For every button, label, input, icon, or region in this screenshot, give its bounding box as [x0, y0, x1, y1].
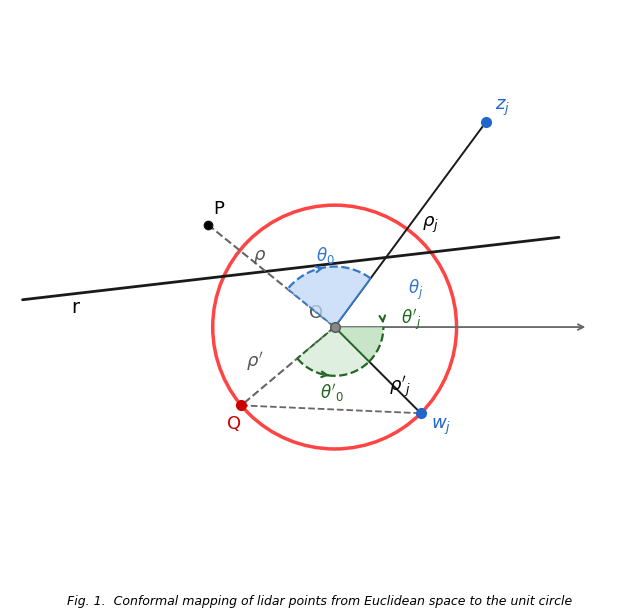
Text: $\rho_j$: $\rho_j$	[422, 214, 439, 235]
Text: P: P	[214, 200, 225, 218]
Text: $w_j$: $w_j$	[431, 417, 451, 437]
Wedge shape	[287, 266, 371, 327]
Text: r: r	[71, 298, 79, 317]
Text: O: O	[309, 304, 323, 322]
Wedge shape	[297, 327, 369, 376]
Text: $\theta_j$: $\theta_j$	[408, 278, 423, 302]
Text: $\rho$: $\rho$	[253, 248, 266, 266]
Text: $\rho'_j$: $\rho'_j$	[389, 375, 412, 400]
Text: Fig. 1.  Conformal mapping of lidar points from Euclidean space to the unit circ: Fig. 1. Conformal mapping of lidar point…	[67, 595, 573, 608]
Text: $\theta'_j$: $\theta'_j$	[401, 308, 421, 333]
Text: $\theta'_0$: $\theta'_0$	[320, 383, 344, 404]
Text: $z_j$: $z_j$	[495, 98, 509, 119]
Text: Q: Q	[227, 415, 241, 433]
Wedge shape	[335, 327, 383, 362]
Text: $\rho'$: $\rho'$	[246, 350, 264, 373]
Text: $\theta_0$: $\theta_0$	[316, 245, 335, 266]
